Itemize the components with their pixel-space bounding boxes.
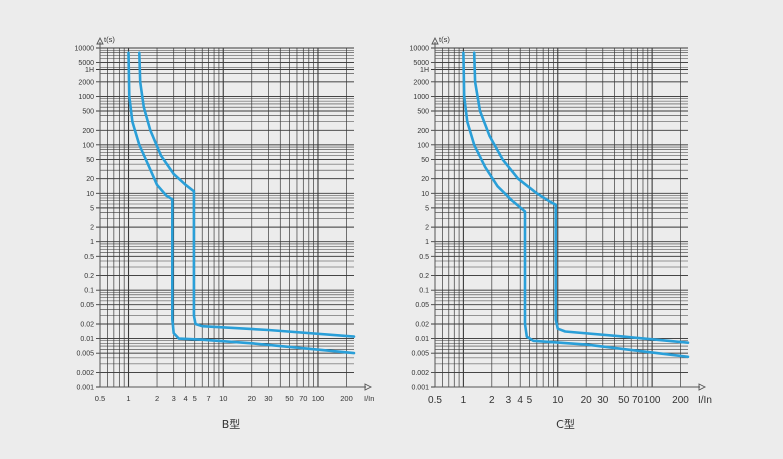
chart-caption: B型 [222, 417, 241, 431]
x-tick-label: 70 [299, 394, 307, 403]
x-tick-label: 1 [461, 395, 467, 406]
y-tick-label: 50 [86, 157, 94, 164]
y-tick-label: 0.002 [411, 370, 429, 377]
y-tick-label: 2 [90, 225, 94, 232]
y-axis-arrow [96, 36, 104, 45]
y-tick-label: 200 [82, 128, 94, 135]
chart-caption: C型 [556, 417, 575, 431]
y-tick-label: 10000 [75, 46, 95, 53]
y-tick-label: 0.02 [415, 321, 429, 328]
series-curve-1 [127, 51, 356, 355]
x-tick-label: 10 [552, 395, 564, 406]
y-tick-label: 10 [86, 191, 94, 198]
y-tick-label: 1 [425, 239, 429, 246]
y-tick-label: 0.1 [84, 288, 94, 295]
x-tick-label: 0.5 [95, 394, 105, 403]
y-tick-label: 5000 [78, 60, 94, 67]
x-axis-label: I/In [698, 395, 712, 406]
y-axis-arrow [431, 36, 439, 45]
x-tick-label: 50 [285, 394, 293, 403]
y-tick-label: 0.001 [76, 385, 94, 392]
y-tick-label: 0.001 [411, 385, 429, 392]
y-tick-label: 20 [421, 176, 429, 183]
x-tick-label: 4 [183, 394, 187, 403]
y-axis-label: t(s) [104, 35, 115, 44]
y-tick-label: 0.2 [419, 273, 429, 280]
x-tick-label: 20 [248, 394, 256, 403]
y-tick-label: 5 [90, 205, 94, 212]
x-axis-arrow [364, 383, 373, 391]
x-tick-label: 3 [172, 394, 176, 403]
y-tick-label: 200 [417, 128, 429, 135]
y-tick-label: 2 [425, 225, 429, 232]
y-tick-label: 0.01 [80, 336, 94, 343]
x-tick-label: 100 [644, 395, 661, 406]
x-tick-label: 70 [632, 395, 644, 406]
y-tick-label: 50 [421, 157, 429, 164]
x-tick-label: 5 [527, 395, 533, 406]
y-tick-label: 100 [82, 142, 94, 149]
x-tick-label: 4 [517, 395, 523, 406]
y-tick-label: 0.005 [76, 351, 94, 358]
y-tick-label: 0.05 [80, 302, 94, 309]
x-tick-label: 5 [193, 394, 197, 403]
y-tick-label: 0.02 [80, 321, 94, 328]
series-curve-2 [138, 51, 356, 338]
x-axis-label: I/In [364, 394, 374, 403]
y-tick-label: 1H [85, 67, 94, 74]
x-tick-label: 2 [155, 394, 159, 403]
y-tick-label: 0.5 [419, 254, 429, 261]
y-axis-label: t(s) [439, 35, 450, 44]
y-tick-label: 2000 [78, 79, 94, 86]
y-tick-label: 5 [425, 205, 429, 212]
y-tick-label: 0.01 [415, 336, 429, 343]
y-tick-label: 5000 [413, 60, 429, 67]
x-tick-label: 2 [489, 395, 495, 406]
y-tick-label: 10 [421, 191, 429, 198]
x-tick-label: 7 [206, 394, 210, 403]
x-tick-label: 0.5 [428, 395, 442, 406]
y-tick-label: 100 [417, 142, 429, 149]
y-tick-label: 0.05 [415, 302, 429, 309]
y-tick-label: 1000 [413, 94, 429, 101]
y-tick-label: 2000 [413, 79, 429, 86]
y-tick-label: 0.002 [76, 370, 94, 377]
x-tick-label: 30 [264, 394, 272, 403]
y-tick-label: 1000 [78, 94, 94, 101]
series-curve-2 [472, 51, 690, 344]
x-tick-label: 200 [672, 395, 689, 406]
x-tick-label: 30 [597, 395, 609, 406]
x-tick-label: 1 [126, 394, 130, 403]
x-tick-label: 10 [219, 394, 227, 403]
y-tick-label: 0.2 [84, 273, 94, 280]
y-tick-label: 10000 [410, 46, 430, 53]
x-tick-label: 20 [581, 395, 593, 406]
x-tick-label: 3 [506, 395, 512, 406]
y-tick-label: 0.1 [419, 288, 429, 295]
y-tick-label: 20 [86, 176, 94, 183]
y-tick-label: 500 [82, 109, 94, 116]
x-tick-label: 100 [312, 394, 325, 403]
y-tick-label: 0.5 [84, 254, 94, 261]
x-axis-arrow [698, 383, 707, 391]
x-tick-label: 200 [340, 394, 353, 403]
x-tick-label: 50 [618, 395, 630, 406]
y-tick-label: 0.005 [411, 351, 429, 358]
y-tick-label: 1 [90, 239, 94, 246]
y-tick-label: 1H [420, 67, 429, 74]
y-tick-label: 500 [417, 109, 429, 116]
series-curve-1 [462, 51, 690, 359]
